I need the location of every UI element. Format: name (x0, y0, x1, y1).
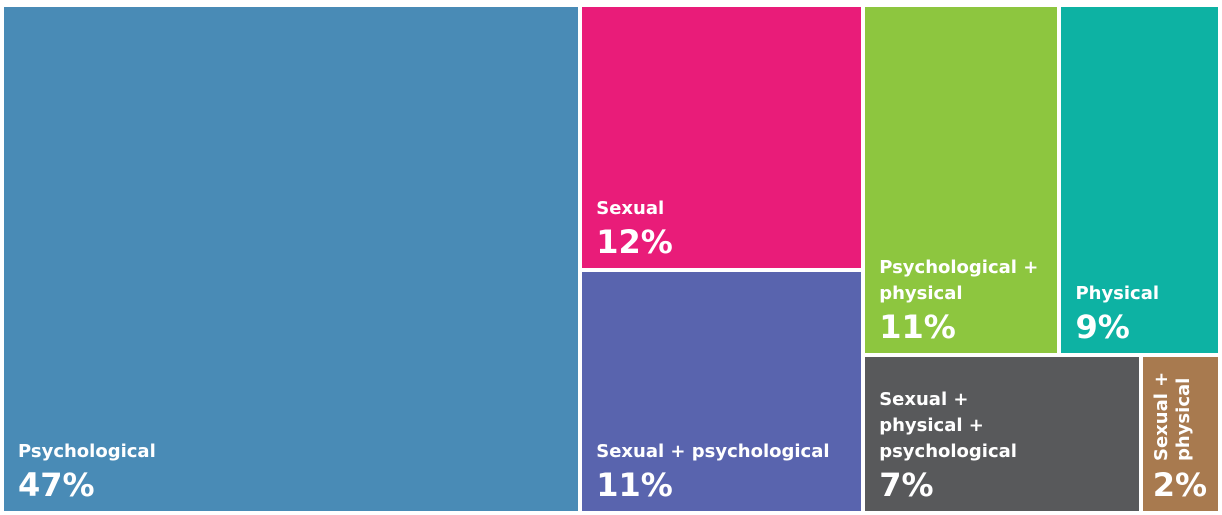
value-label: 2% (1152, 465, 1208, 504)
tile: Sexual + physical 2% (1142, 357, 1218, 511)
tile: Sexual 12% (582, 7, 862, 269)
tile-label: Sexual 12% (596, 196, 673, 262)
tile-label: Psychological 47% (18, 439, 156, 505)
tile-label: Sexual + physical 2% (1150, 357, 1208, 505)
category-label: Sexual (596, 198, 665, 220)
value-label: 47% (18, 466, 95, 504)
tile-label: Sexual + physical + psychological 7% (879, 387, 1019, 505)
tile: Psychological + physical 11% (865, 7, 1058, 354)
value-label: 7% (879, 465, 934, 504)
value-label: 9% (1075, 308, 1130, 347)
tile-label: Sexual + psychological 11% (596, 439, 829, 505)
tile-label: Physical 9% (1075, 281, 1159, 347)
category-label: Sexual + physical + psychological (879, 388, 1017, 462)
value-label: 11% (879, 308, 956, 347)
category-label: Physical (1075, 283, 1160, 305)
category-label: Psychological + physical (879, 257, 1039, 305)
tile: Sexual + psychological 11% (582, 272, 862, 511)
value-label: 12% (596, 223, 673, 262)
tile-label: Psychological + physical 11% (879, 255, 1039, 347)
category-label: Sexual + psychological (596, 440, 830, 462)
tile: Physical 9% (1061, 7, 1218, 354)
tile: Psychological 47% (4, 7, 579, 511)
category-label: Sexual + physical (1150, 371, 1194, 461)
value-label: 11% (596, 465, 673, 504)
tile: Sexual + physical + psychological 7% (865, 357, 1139, 511)
category-label: Psychological (18, 441, 156, 462)
